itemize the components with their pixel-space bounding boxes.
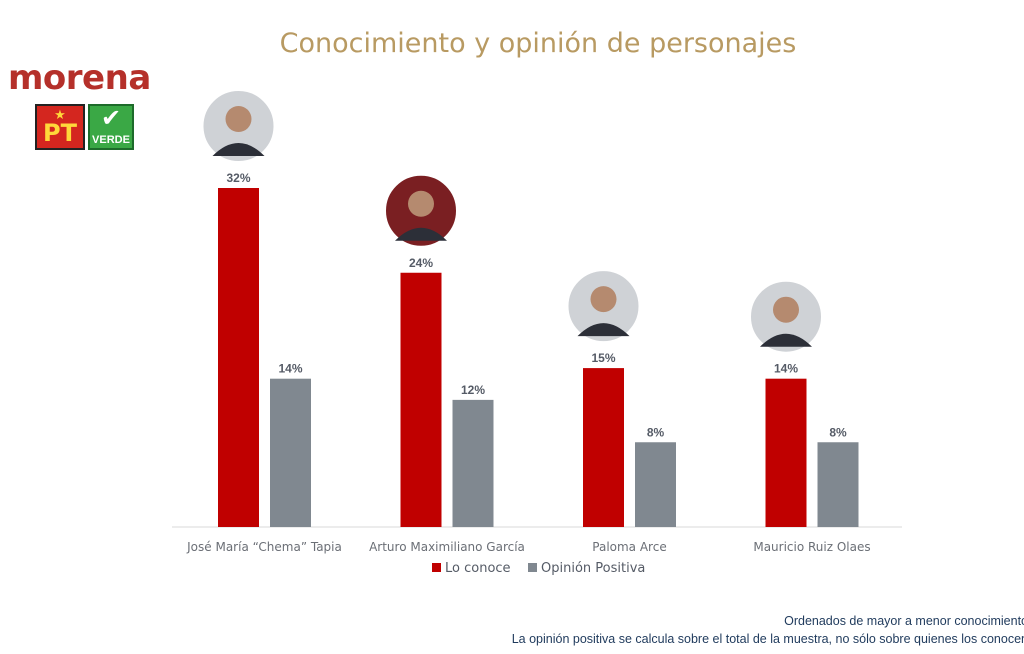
page-title: Conocimiento y opinión de personajes [279,28,797,59]
data-label: 8% [647,425,665,439]
bar-opinion-positiva-3 [635,442,676,527]
category-label: Paloma Arce [592,540,666,554]
legend: Lo conoce Opinión Positiva [432,561,645,576]
data-label: 24% [409,256,433,270]
bar-lo-conoce-3 [583,368,624,527]
category-label: Mauricio Ruiz Olaes [753,540,870,554]
category-label: Arturo Maximiliano García [369,540,525,554]
legend-label: Lo conoce [445,561,511,576]
check-v-icon: ✔ [100,105,122,132]
avatar [384,173,458,248]
pt-logo-text: PT [43,119,77,147]
data-label: 14% [278,362,302,376]
bar-lo-conoce-4 [765,378,807,527]
bar-opinion-positiva-4 [817,442,859,527]
star-icon: ★ [54,107,66,122]
bar-opinion-positiva-2 [452,399,494,527]
verde-logo: ✔ VERDE [88,104,134,150]
verde-logo-text: VERDE [92,134,130,146]
data-label: 8% [829,425,847,439]
data-label: 12% [461,383,485,397]
data-label: 32% [226,171,250,185]
bars-group: 32% 14% José María “Chema” Tapia 24% 12% Artu… [186,89,871,554]
data-label: 14% [774,362,798,376]
morena-logo: morena [8,58,151,98]
avatar [201,89,276,163]
category-label: José María “Chema” Tapia [186,540,342,554]
legend-swatch [432,563,441,572]
legend-label: Opinión Positiva [541,561,645,576]
data-label: 15% [591,351,615,365]
bar-lo-conoce-2 [400,272,442,527]
avatar [749,279,823,354]
bar-opinion-positiva-1 [270,378,311,527]
legend-swatch [528,563,537,572]
bar-lo-conoce-1 [218,188,259,527]
avatar [566,269,641,344]
bar-chart: 32% 14% José María “Chema” Tapia 24% 12% Artu… [172,89,902,576]
footnote-order: Ordenados de mayor a menor conocimiento [784,614,1024,628]
pt-logo: ★ PT [35,104,85,150]
footnote-opinion: La opinión positiva se calcula sobre el … [511,632,1024,646]
